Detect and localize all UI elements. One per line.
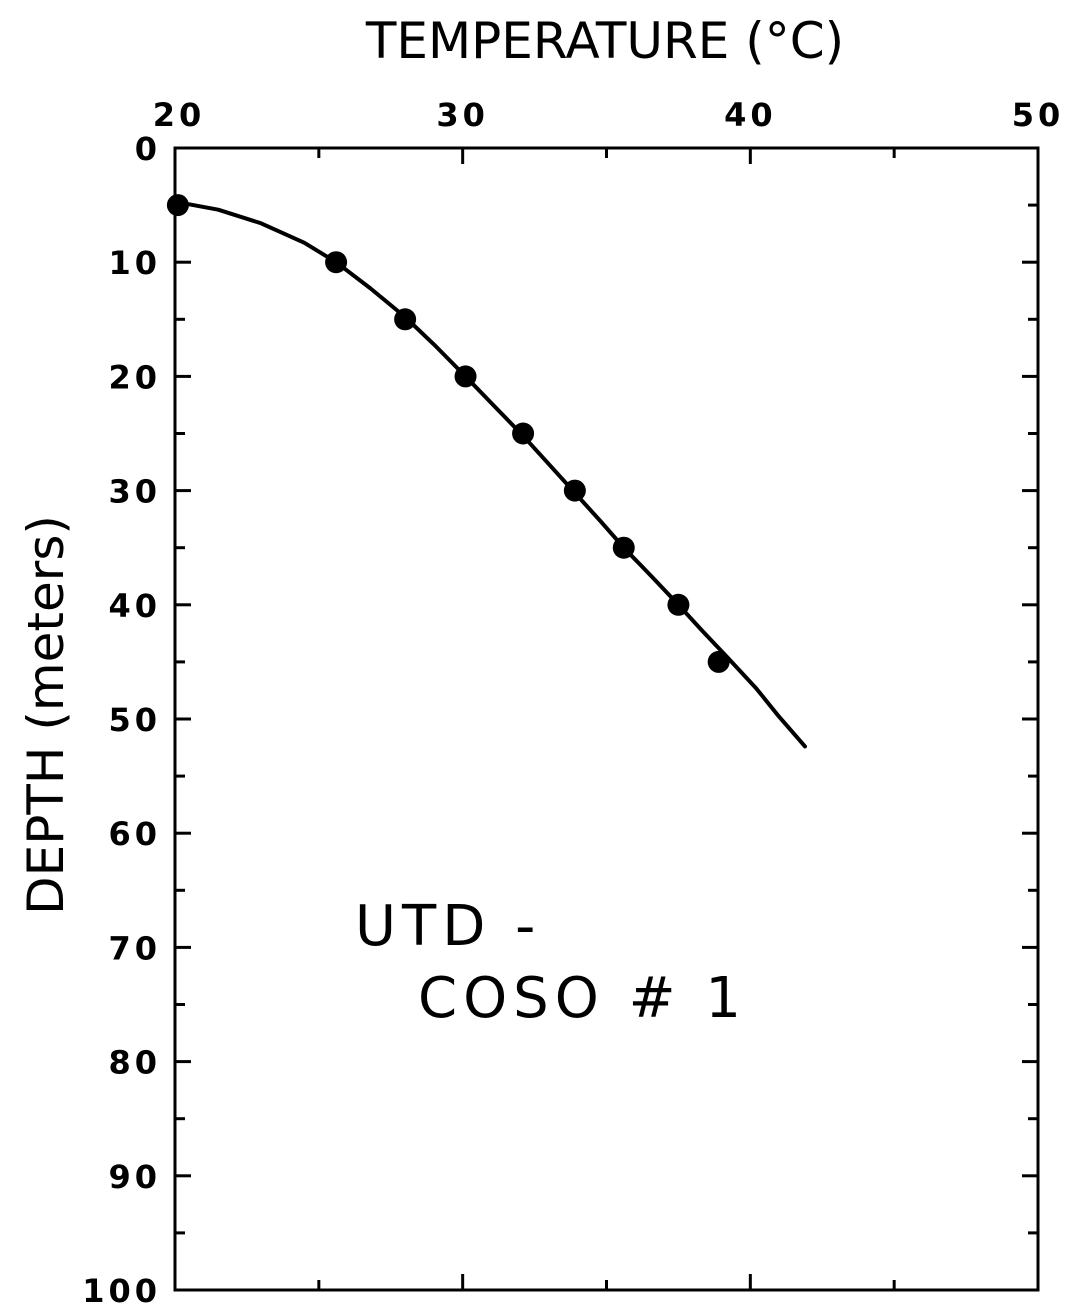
y-tick-label: 80 [108, 1044, 161, 1082]
y-tick-label: 70 [108, 929, 161, 967]
data-points [166, 194, 730, 673]
y-tick-label: 0 [135, 130, 161, 168]
y-tick-label: 100 [82, 1272, 161, 1308]
y-tick-label: 60 [108, 815, 161, 853]
data-point [612, 536, 635, 559]
data-point [563, 479, 586, 502]
data-point [325, 251, 348, 274]
y-tick-label: 40 [108, 587, 161, 625]
data-point [394, 308, 417, 331]
data-point [512, 422, 535, 445]
y-tick-label: 20 [108, 358, 161, 396]
data-point [707, 650, 730, 673]
y-tick-label: 10 [108, 244, 161, 282]
temperature-profile-curve [173, 199, 807, 749]
x-tick-label: 20 [153, 96, 206, 134]
y-axis-tick-labels: 0 10 20 30 40 50 60 70 80 90 100 [82, 130, 161, 1308]
x-axis-tick-labels: 20 30 40 50 [153, 96, 1065, 134]
x-tick-label: 40 [724, 96, 777, 134]
y-tick-label: 90 [108, 1158, 161, 1196]
data-point [667, 593, 690, 616]
x-tick-label: 30 [436, 96, 489, 134]
data-point [166, 194, 189, 217]
well-label-line-2: COSO # 1 [418, 966, 747, 1031]
y-axis-ticks [175, 146, 1038, 1292]
y-tick-label: 50 [108, 701, 161, 739]
x-axis-title: TEMPERATURE (°C) [365, 12, 844, 70]
y-axis-title: DEPTH (meters) [17, 515, 75, 915]
y-tick-label: 30 [108, 473, 161, 511]
well-label-line-1: UTD - [355, 894, 541, 959]
x-axis-ticks [173, 148, 1040, 1290]
data-point [454, 365, 477, 388]
plot-area-frame [173, 146, 1040, 1292]
x-tick-label: 50 [1012, 96, 1065, 134]
